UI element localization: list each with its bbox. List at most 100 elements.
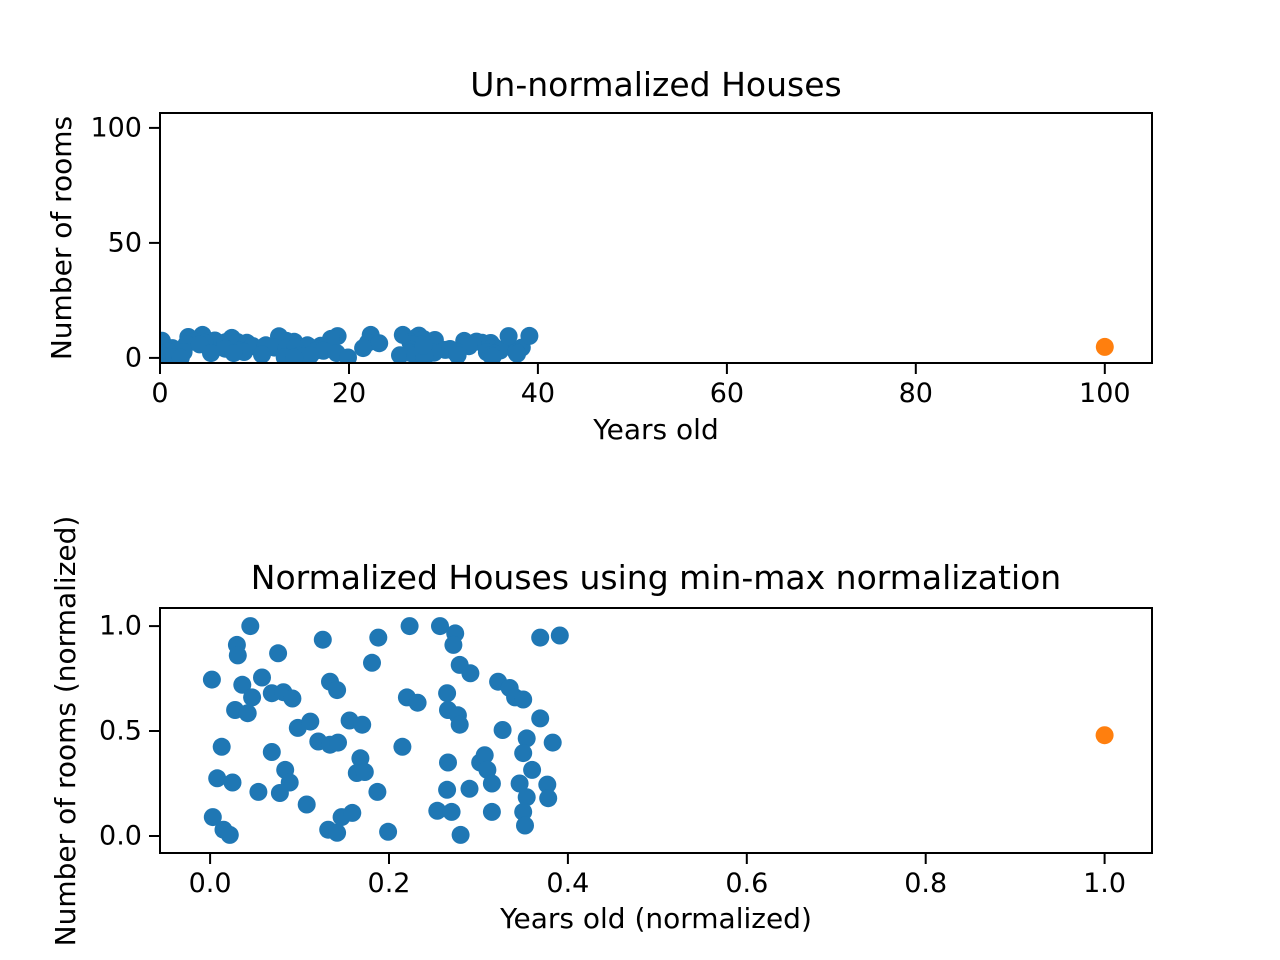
series-blue-houses <box>202 617 569 844</box>
x-tick-label: 0.0 <box>189 868 232 899</box>
scatter-point <box>450 715 469 734</box>
scatter-point <box>400 617 419 636</box>
scatter-point <box>539 789 558 808</box>
y-tick-label: 0.0 <box>99 821 142 852</box>
x-axis-label-normalized: Years old (normalized) <box>500 902 812 935</box>
scatter-point <box>253 345 271 363</box>
scatter-point <box>370 334 389 353</box>
x-tick-label: 1.0 <box>1083 868 1126 899</box>
y-axis-label-unnormalized: Number of rooms <box>45 115 78 361</box>
scatter-point <box>475 746 494 765</box>
scatter-point <box>297 795 316 814</box>
scatter-point <box>329 733 347 752</box>
scatter-point <box>238 704 257 723</box>
scatter-point <box>269 644 288 663</box>
plot-title-unnormalized: Un-normalized Houses <box>470 65 842 104</box>
scatter-point <box>171 348 190 363</box>
scatter-point <box>301 346 320 363</box>
scatter-point <box>444 635 463 654</box>
scatter-point <box>531 628 550 647</box>
scatter-point <box>478 760 497 779</box>
scatter-point <box>483 347 502 363</box>
scatter-point <box>510 774 529 793</box>
scatter-point <box>451 825 470 844</box>
scatter-point <box>355 763 374 781</box>
scatter-point <box>301 712 320 731</box>
y-tick-label: 1.0 <box>99 611 142 642</box>
scatter-point <box>283 689 302 708</box>
axes-spines <box>159 112 1153 364</box>
scatter-point <box>514 690 533 709</box>
scatter-point <box>543 733 562 752</box>
scatter-point <box>516 816 534 835</box>
scatter-point <box>514 744 533 763</box>
scatter-point <box>313 630 332 649</box>
scatter-point <box>354 339 373 358</box>
x-tick-label: 0 <box>151 378 168 409</box>
scatter-point <box>285 348 304 363</box>
scatter-point <box>439 753 457 772</box>
scatter-point <box>393 737 412 756</box>
x-tick-label: 80 <box>899 378 933 409</box>
series-orange-outlier <box>1095 726 1114 745</box>
y-tick-label: 100 <box>90 112 142 143</box>
y-tick-label: 0 <box>125 342 142 373</box>
plot-unnormalized: 0 20 40 60 80 100 0 50 100 <box>90 112 1153 409</box>
scatter-point <box>428 801 447 820</box>
scatter-point <box>482 774 501 793</box>
scatter-point <box>438 684 457 703</box>
scatter-point <box>212 737 231 756</box>
series-blue-houses <box>160 325 539 363</box>
scatter-point <box>202 670 221 689</box>
scatter-point <box>328 681 347 700</box>
y-tick-label: 0.5 <box>99 716 142 747</box>
scatter-point <box>328 823 347 842</box>
scatter-point <box>262 743 281 761</box>
scatter-point <box>243 688 262 707</box>
scatter-point <box>442 802 461 821</box>
scatter-point <box>514 802 533 821</box>
scatter-point <box>1095 726 1114 745</box>
scatter-point <box>517 729 536 748</box>
scatter-point <box>369 628 388 647</box>
scatter-point <box>228 646 247 665</box>
x-tick-label: 0.6 <box>725 868 768 899</box>
scatter-point <box>249 782 268 801</box>
x-tick-label: 0.2 <box>368 868 411 899</box>
plot-title-normalized: Normalized Houses using min-max normaliz… <box>250 558 1062 597</box>
scatter-point <box>233 675 252 694</box>
scatter-point <box>363 653 381 672</box>
scatter-point <box>482 802 501 821</box>
series-orange-outlier <box>1095 337 1114 356</box>
scatter-point <box>1095 337 1114 356</box>
scatter-point <box>353 715 372 734</box>
scatter-point <box>499 327 518 346</box>
scatter-point <box>203 808 222 827</box>
x-tick-label: 20 <box>332 378 366 409</box>
scatter-point <box>223 773 242 792</box>
scatter-point <box>550 626 569 645</box>
x-tick-label: 60 <box>710 378 744 409</box>
scatter-point <box>368 782 387 801</box>
scatter-point <box>253 668 271 687</box>
scatter-point <box>493 721 512 739</box>
scatter-point <box>391 346 409 363</box>
scatter-point <box>414 336 433 355</box>
scatter-point <box>343 803 362 822</box>
scatter-point <box>523 760 542 779</box>
plot-normalized: 0.0 0.2 0.4 0.6 0.8 1.0 0.0 0.5 1.0 <box>99 607 1153 899</box>
scatter-point <box>517 788 536 807</box>
scatter-point <box>508 344 527 363</box>
scatter-point <box>339 348 357 363</box>
axes-spines <box>159 607 1153 854</box>
scatter-point <box>531 709 550 728</box>
scatter-point <box>431 617 449 636</box>
scatter-point <box>520 326 539 345</box>
scatter-point <box>241 617 260 636</box>
scatter-point <box>270 784 289 802</box>
scatter-point <box>224 344 243 363</box>
scatter-point <box>448 346 467 363</box>
scatter-point <box>408 693 427 712</box>
x-tick-label: 100 <box>1079 378 1131 409</box>
